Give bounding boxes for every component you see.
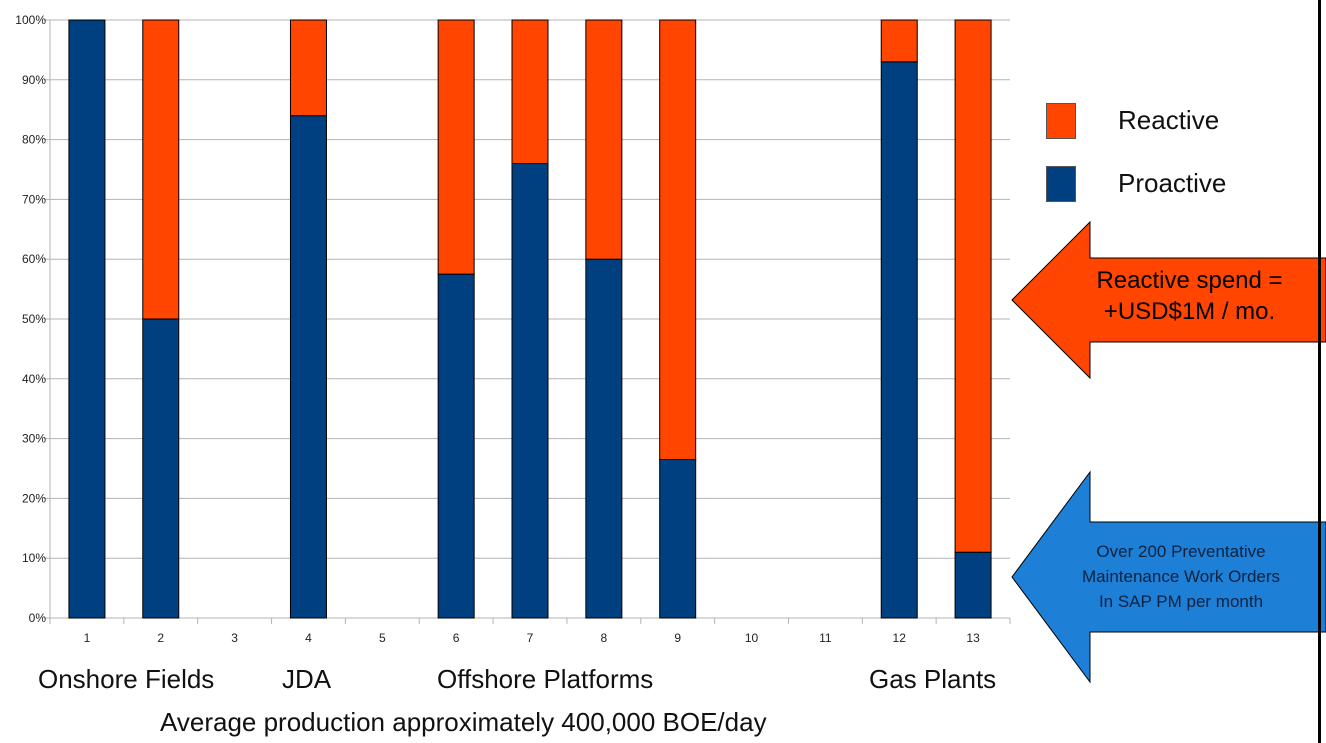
group-label-onshore-fields: Onshore Fields [38, 664, 215, 694]
y-tick-label: 20% [22, 491, 46, 505]
proactive-callout-line-2: Maintenance Work Orders [1081, 567, 1281, 586]
y-tick-label: 10% [22, 551, 46, 565]
x-tick-label: 9 [674, 631, 681, 645]
x-tick-label: 5 [379, 631, 386, 645]
x-tick-label: 12 [893, 631, 907, 645]
proactive-callout-line-1: Over 200 Preventative [1096, 542, 1266, 561]
x-tick-label: 13 [966, 631, 980, 645]
group-label-jda: JDA [282, 664, 332, 694]
bar-proactive-12 [880, 61, 918, 619]
reactive-callout-line-2: +USD$1M / mo. [1103, 298, 1276, 325]
bar-reactive-7 [511, 19, 549, 165]
bar-proactive-6 [437, 273, 475, 619]
x-axis-title: Average production approximately 400,000… [160, 707, 767, 737]
y-tick-label: 60% [22, 252, 46, 266]
bar-proactive-8 [585, 258, 623, 619]
bar-reactive-12 [880, 19, 918, 63]
bar-proactive-4 [289, 115, 327, 619]
x-tick-label: 10 [745, 631, 759, 645]
reactive-callout-line-1: Reactive spend = [1096, 267, 1283, 294]
bar-reactive-4 [289, 19, 327, 117]
reactive-callout-text: Reactive spend = +USD$1M / mo. [1052, 265, 1326, 327]
y-tick-labels: 0% 10% 20% 30% 40% 50% 60% 70% 80% 90% 100% [15, 13, 46, 625]
right-edge-border [1318, 0, 1321, 743]
y-tick-label: 30% [22, 432, 46, 446]
bar-reactive-6 [437, 19, 475, 275]
legend-item-reactive: Reactive [1046, 103, 1326, 143]
bar-reactive-2 [142, 19, 180, 320]
y-tick-label: 70% [22, 192, 46, 206]
bar-proactive-7 [511, 163, 549, 619]
x-tick-label: 3 [231, 631, 238, 645]
x-tick-label: 2 [157, 631, 164, 645]
proactive-callout-text: Over 200 Preventative Maintenance Work O… [1046, 539, 1316, 614]
bar-reactive-13 [954, 19, 992, 553]
legend-swatch-reactive [1046, 103, 1076, 139]
x-tick-labels: 1 2 3 4 5 6 7 8 9 10 11 12 13 [84, 631, 980, 645]
reactive-callout-arrow [1011, 220, 1326, 380]
legend-label-proactive: Proactive [1118, 168, 1227, 198]
x-tick-label: 4 [305, 631, 312, 645]
x-tick-label: 1 [84, 631, 91, 645]
bar-proactive-9 [659, 459, 697, 619]
y-tick-label: 80% [22, 133, 46, 147]
legend-swatch-proactive [1046, 166, 1076, 202]
x-tick-label: 6 [453, 631, 460, 645]
bar-proactive-2 [142, 318, 180, 619]
legend-item-proactive: Proactive [1046, 166, 1326, 206]
proactive-callout-arrow [1011, 470, 1326, 684]
proactive-callout-line-3: In SAP PM per month [1098, 592, 1264, 611]
x-tick-label: 7 [527, 631, 534, 645]
bars [68, 19, 992, 619]
bar-proactive-1 [68, 19, 106, 619]
group-label-offshore-platforms: Offshore Platforms [437, 664, 654, 694]
legend-label-reactive: Reactive [1118, 105, 1220, 135]
bar-reactive-8 [585, 19, 623, 260]
bar-proactive-13 [954, 551, 992, 619]
y-tick-label: 40% [22, 372, 46, 386]
y-tick-label: 0% [29, 611, 47, 625]
x-tick-label: 11 [819, 631, 832, 645]
x-tick-label: 8 [601, 631, 608, 645]
y-tick-label: 100% [15, 13, 46, 27]
group-label-gas-plants: Gas Plants [869, 664, 997, 694]
bar-reactive-9 [659, 19, 697, 461]
y-tick-label: 50% [22, 312, 46, 326]
y-tick-label: 90% [22, 73, 46, 87]
